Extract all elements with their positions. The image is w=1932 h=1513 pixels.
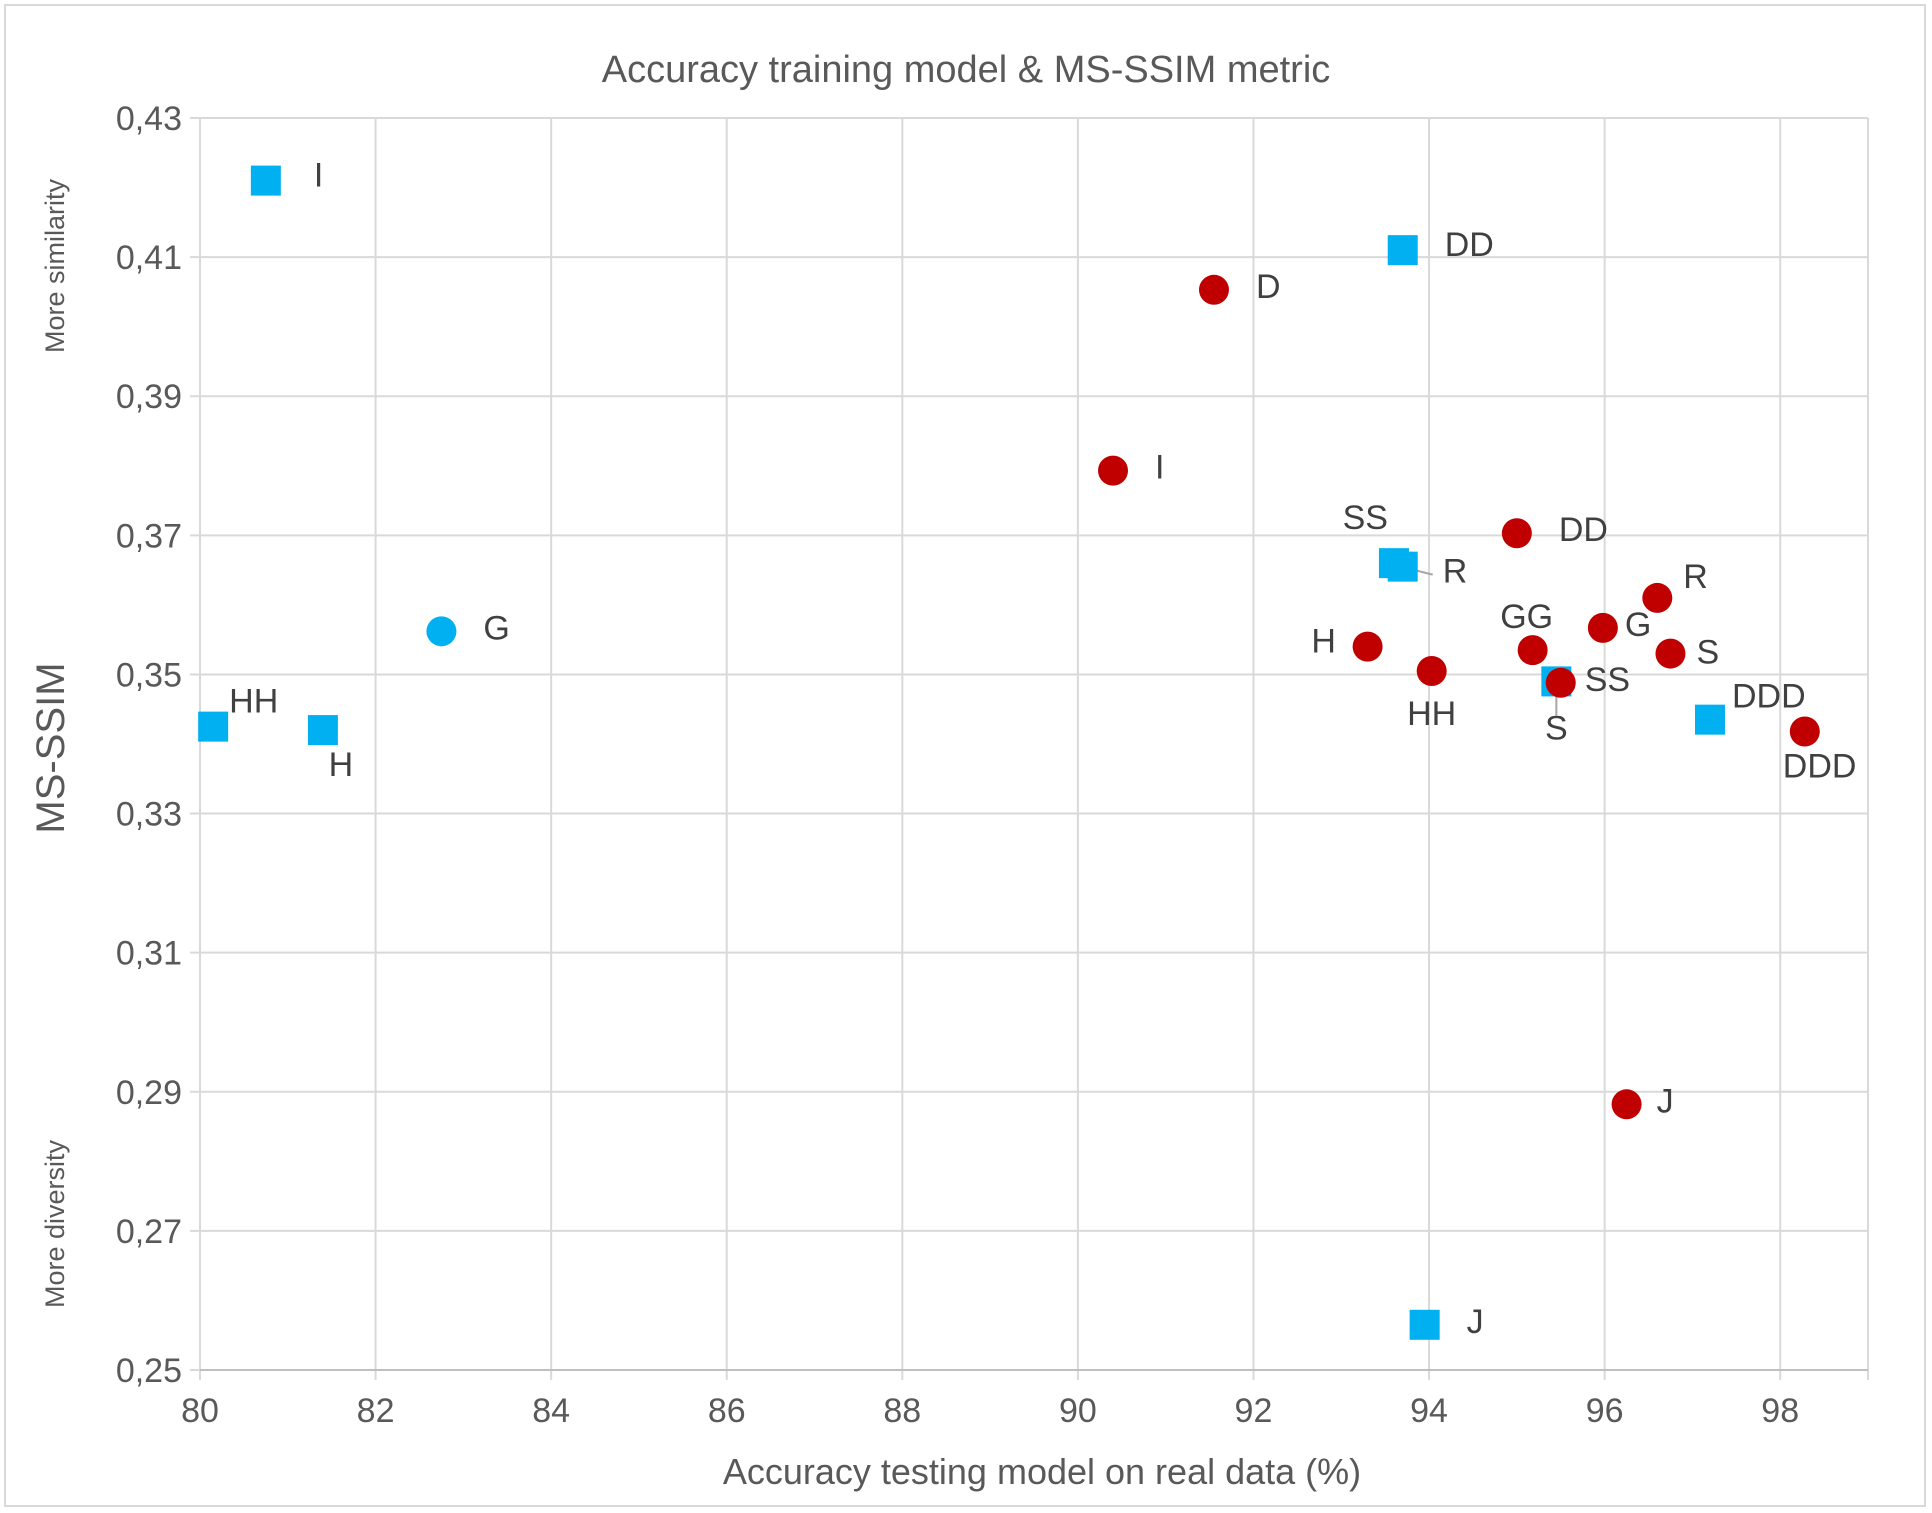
y-tick-label: 0,25 — [116, 1352, 182, 1390]
annotation-more-similarity: More similarity — [40, 178, 70, 353]
x-tick-label: 94 — [1410, 1392, 1448, 1430]
square-marker — [1409, 1309, 1440, 1340]
grid-lines — [190, 117, 1869, 1380]
point-label: HH — [1407, 695, 1456, 733]
annotation-more-diversity: More diversity — [40, 1139, 70, 1308]
x-tick-label: 98 — [1761, 1392, 1799, 1430]
leader-line — [1416, 569, 1433, 576]
circle-marker — [1655, 638, 1686, 669]
point-label: H — [329, 746, 354, 784]
x-axis-label: Accuracy testing model on real data (%) — [723, 1451, 1361, 1492]
point-label: DDD — [1732, 678, 1806, 716]
y-tick-label: 0,33 — [116, 796, 182, 834]
y-tick-labels: 0,25 0,27 0,29 0,31 0,33 0,35 0,37 0,39 0,41 0,43 — [116, 100, 182, 1390]
point-label: GG — [1500, 598, 1553, 636]
x-tick-label: 90 — [1059, 1392, 1097, 1430]
x-tick-label: 84 — [532, 1392, 570, 1430]
y-tick-label: 0,41 — [116, 239, 182, 277]
square-marker — [198, 711, 229, 742]
point-label: J — [1657, 1082, 1674, 1120]
x-tick-label: 86 — [708, 1392, 746, 1430]
data-points — [198, 165, 1820, 1340]
square-marker — [1694, 704, 1725, 735]
chart-title: Accuracy training model & MS-SSIM metric — [602, 49, 1331, 91]
square-marker — [250, 165, 281, 196]
point-label: G — [483, 609, 509, 647]
x-tick-label: 88 — [883, 1392, 921, 1430]
point-label: R — [1443, 553, 1468, 591]
square-marker — [307, 715, 338, 746]
x-tick-labels: 80 82 84 86 88 90 92 94 96 98 — [181, 1392, 1799, 1430]
point-label: J — [1467, 1303, 1484, 1341]
point-label: SS — [1343, 499, 1388, 537]
point-label: S — [1545, 709, 1568, 747]
y-tick-label: 0,29 — [116, 1074, 182, 1112]
y-axis-label: MS-SSIM — [29, 662, 73, 833]
circle-marker — [426, 616, 457, 647]
point-label: R — [1683, 558, 1708, 596]
point-label: S — [1696, 634, 1719, 672]
x-tick-label: 82 — [357, 1392, 395, 1430]
circle-marker — [1198, 274, 1229, 305]
point-label: DD — [1559, 511, 1608, 549]
y-tick-label: 0,31 — [116, 935, 182, 973]
chart-frame — [4, 4, 1926, 1507]
square-marker — [1387, 551, 1418, 582]
circle-marker — [1416, 655, 1447, 686]
square-marker — [1387, 235, 1418, 266]
circle-marker — [1352, 631, 1383, 662]
circle-marker — [1545, 667, 1576, 698]
point-label: I — [314, 157, 323, 195]
point-label: HH — [229, 683, 278, 721]
circle-marker — [1642, 582, 1673, 613]
x-tick-label: 96 — [1586, 1392, 1624, 1430]
y-tick-label: 0,27 — [116, 1213, 182, 1251]
x-tick-label: 92 — [1235, 1392, 1273, 1430]
point-label: H — [1311, 623, 1336, 661]
y-tick-label: 0,39 — [116, 378, 182, 416]
circle-marker — [1501, 518, 1532, 549]
point-label: I — [1155, 449, 1164, 487]
point-label: DDD — [1783, 747, 1857, 785]
point-label: SS — [1585, 661, 1630, 699]
point-label: DD — [1445, 226, 1494, 264]
circle-marker — [1517, 635, 1548, 666]
point-label: D — [1256, 268, 1281, 306]
label-leader-lines — [1416, 569, 1558, 716]
circle-marker — [1611, 1089, 1642, 1120]
circle-marker — [1587, 612, 1618, 643]
y-tick-label: 0,37 — [116, 517, 182, 555]
circle-marker — [1789, 716, 1820, 747]
y-tick-label: 0,43 — [116, 100, 182, 138]
point-label: G — [1625, 606, 1651, 644]
x-tick-label: 80 — [181, 1392, 219, 1430]
y-tick-label: 0,35 — [116, 656, 182, 694]
circle-marker — [1098, 455, 1129, 486]
